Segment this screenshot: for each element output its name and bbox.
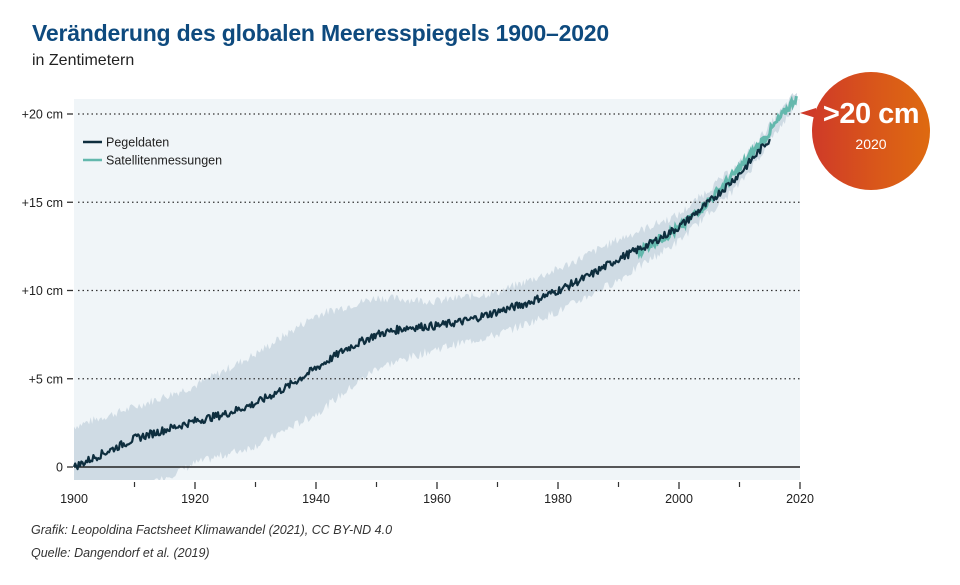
legend: Pegeldaten Satellitenmessungen	[83, 136, 222, 168]
x-tick-label: 1960	[423, 492, 451, 506]
uncertainty-band	[74, 93, 797, 480]
x-axis-labels: 1900 1920 1940 1960 1980 2000 2020	[60, 492, 814, 506]
y-tick-label: 0	[56, 461, 63, 475]
legend-label-pegeldaten: Pegeldaten	[106, 136, 169, 150]
badge-pointer	[800, 108, 816, 118]
gridlines	[67, 113, 800, 468]
y-tick-label: +5 cm	[29, 372, 63, 386]
x-tick-label: 1920	[181, 492, 209, 506]
x-axis-ticks	[133, 482, 801, 489]
highlight-badge: >20 cm 2020	[812, 72, 930, 190]
x-tick-label: 2020	[786, 492, 814, 506]
x-tick-label: 1900	[60, 492, 88, 506]
y-tick-label: +10 cm	[22, 284, 63, 298]
chart-subtitle: in Zentimetern	[32, 52, 135, 69]
legend-label-satellitenmessungen: Satellitenmessungen	[106, 154, 222, 168]
x-tick-label: 1940	[302, 492, 330, 506]
x-tick-label: 1980	[544, 492, 572, 506]
x-tick-label: 2000	[665, 492, 693, 506]
chart-title: Veränderung des globalen Meeresspiegels …	[32, 20, 609, 46]
badge-value: >20 cm	[822, 98, 920, 130]
y-tick-label: +20 cm	[22, 108, 63, 122]
series-line-pegeldaten	[72, 138, 771, 471]
series-line-satellitenmessungen	[635, 95, 798, 260]
y-tick-label: +15 cm	[22, 196, 63, 210]
credit-source: Quelle: Dangendorf et al. (2019)	[31, 546, 210, 560]
badge-year: 2020	[855, 136, 887, 152]
y-axis-labels: 0 +5 cm +10 cm +15 cm +20 cm	[22, 108, 63, 475]
credit-graphic: Grafik: Leopoldina Factsheet Klimawandel…	[31, 523, 393, 537]
